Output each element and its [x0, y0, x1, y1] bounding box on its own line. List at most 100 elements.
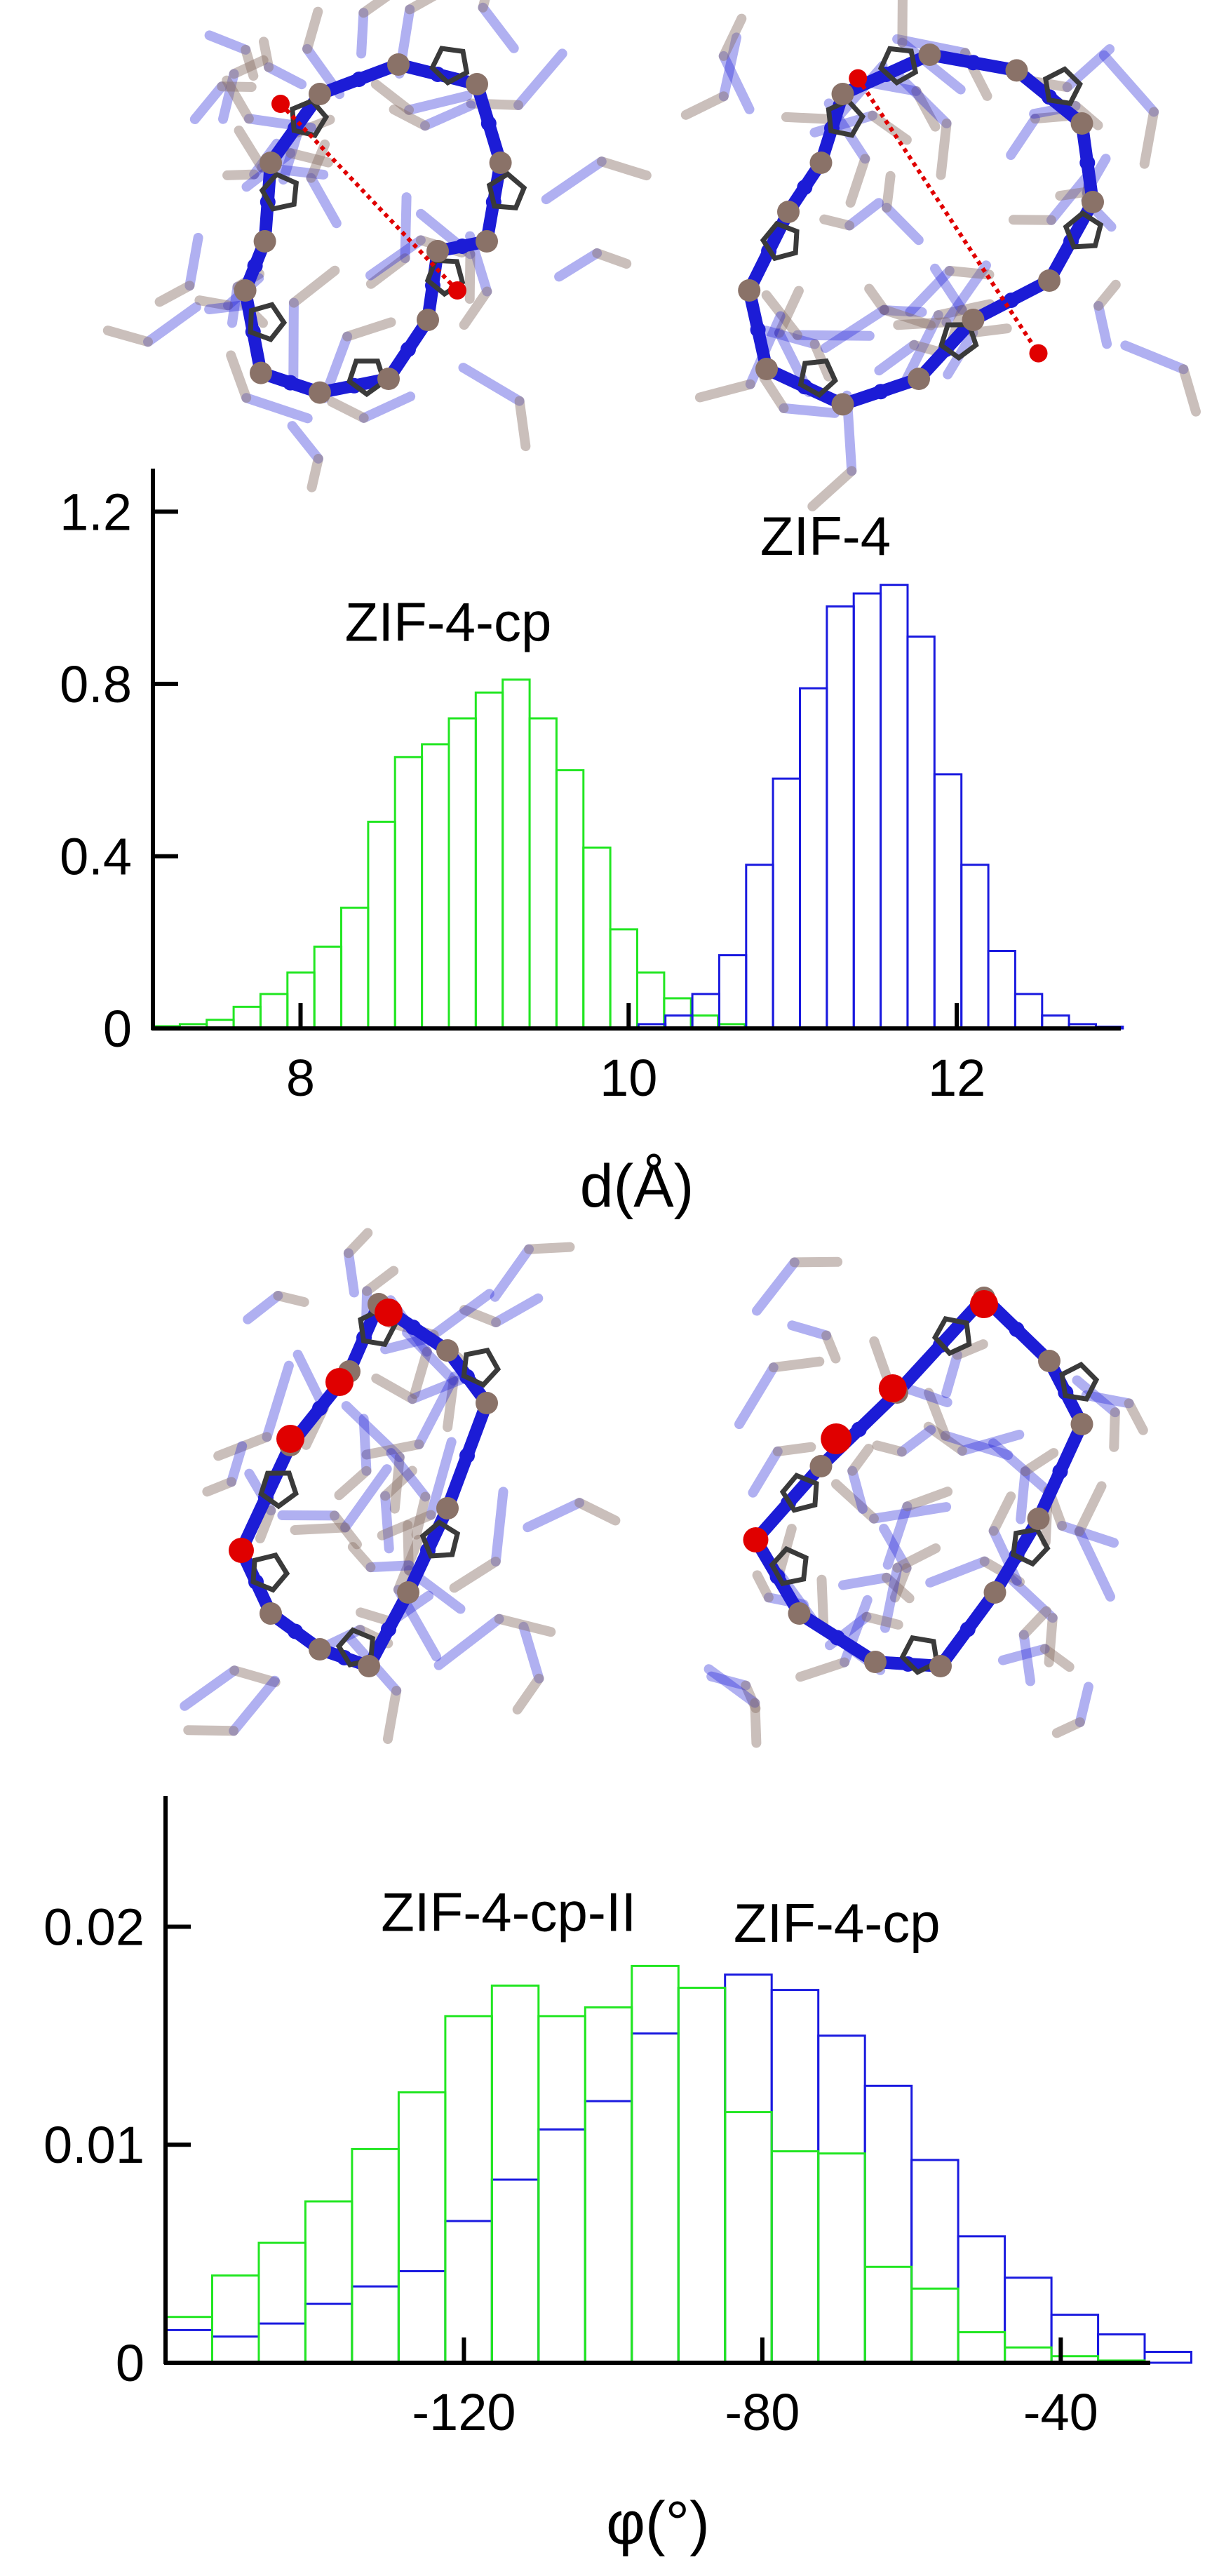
bar-zif-4-cp-ii-7: [490, 1984, 540, 2364]
bar-zif-4-cp-ii-10: [631, 1964, 680, 2364]
bar-zif-4-cp-ii-14: [817, 2152, 866, 2364]
bar-zif-4-cp-7: [490, 2178, 540, 2364]
ring-structure-top-left-image: [102, 0, 652, 492]
y-tick-label: 1.2: [60, 483, 132, 541]
bar-zif-4-10: [906, 635, 936, 1030]
bar-zif-4-cp-ii-9: [584, 2006, 633, 2364]
bar-zif-4-cp-ii-16: [910, 2287, 959, 2364]
bar-zif-4-cp-ii-15: [863, 2265, 913, 2364]
distance-histogram-ticks: 8 10 12 0 0.4 0.8 1.2: [60, 483, 985, 1107]
x-tick-label: -120: [412, 2383, 516, 2441]
x-tick-label: 12: [928, 1049, 985, 1107]
ring-structure-middle-right-image: [703, 1256, 1148, 1748]
zif-4-cp-annotation: ZIF-4-cp: [734, 1892, 941, 1954]
bar-zif-4-cp-12: [724, 1973, 773, 2364]
y-tick-label: 0.8: [60, 655, 132, 713]
bar-zif-4-cp-5: [397, 2270, 447, 2364]
bar-zif-4-cp-21: [1143, 2351, 1192, 2364]
bar-zif-4-cp-1: [211, 2335, 260, 2364]
zif-4-bars: [637, 584, 1124, 1030]
y-tick-label: 0: [116, 2334, 144, 2392]
bar-zif-4-cp-9: [584, 2100, 633, 2364]
bar-zif-4-cp-13: [770, 1989, 820, 2364]
bar-zif-4-cp-15: [555, 769, 585, 1030]
bar-zif-4-cp-ii-13: [770, 2150, 820, 2364]
bar-zif-4-3: [718, 954, 748, 1030]
bar-zif-4-cp-17: [957, 2235, 1006, 2364]
bar-zif-4-6: [799, 687, 828, 1030]
bar-zif-4-cp-10: [421, 743, 450, 1030]
bar-zif-4-5: [772, 777, 801, 1030]
angle-x-axis-label: φ(°): [606, 2490, 709, 2557]
angle-histogram-ticks: -120 -80 -40 0 0.01 0.02: [43, 1898, 1098, 2441]
bar-zif-4-cp-7: [340, 906, 370, 1030]
bar-zif-4-cp-20: [1097, 2333, 1146, 2364]
bar-zif-4-12: [960, 864, 990, 1030]
bar-zif-4-2: [691, 993, 720, 1030]
x-tick-label: -80: [725, 2383, 800, 2441]
bar-zif-4-cp-18: [1004, 2276, 1053, 2364]
ring-structure-top-right-image: [680, 0, 1201, 511]
bar-zif-4-cp-14: [817, 2034, 866, 2364]
bar-zif-4-cp-6: [444, 2220, 493, 2364]
bar-zif-4-cp-12: [474, 691, 504, 1030]
x-tick-label: 10: [600, 1049, 657, 1107]
bar-zif-4-cp-19: [663, 997, 692, 1030]
bar-zif-4-cp-ii-3: [304, 2200, 354, 2364]
bar-zif-4-cp-16: [910, 2159, 959, 2364]
y-tick-label: 0: [103, 1000, 132, 1058]
zif-4-annotation: ZIF-4: [760, 505, 891, 567]
bar-zif-4-cp-3: [232, 1005, 262, 1030]
bar-zif-4-cp-ii-5: [397, 2091, 447, 2364]
bar-zif-4-cp-13: [501, 678, 531, 1030]
bar-zif-4-cp-ii-18: [1004, 2346, 1053, 2364]
bar-zif-4-cp-ii-8: [537, 2015, 586, 2364]
bar-zif-4-cp-4: [259, 993, 289, 1030]
bar-zif-4-7: [826, 605, 855, 1030]
bar-zif-4-11: [933, 773, 963, 1030]
bar-zif-4-cp-10: [631, 2032, 680, 2364]
bar-zif-4-cp-8: [537, 2128, 586, 2364]
bar-zif-4-cp-16: [582, 846, 612, 1030]
y-tick-label: 0.4: [60, 827, 132, 885]
bar-zif-4-cp-8: [367, 820, 396, 1030]
bar-zif-4-cp-14: [528, 717, 558, 1030]
distance-histogram: 8 10 12 0 0.4 0.8 1.2 d(Å) ZIF-4-cp ZIF-4: [60, 469, 1124, 1220]
x-tick-label: 8: [286, 1049, 315, 1107]
x-tick-label: -40: [1023, 2383, 1098, 2441]
bar-zif-4-cp-0: [164, 2328, 213, 2364]
distance-histogram-axes: [151, 469, 1121, 1031]
bar-zif-4-4: [745, 864, 774, 1030]
bar-zif-4-cp-4: [351, 2285, 400, 2364]
bar-zif-4-cp-2: [257, 2322, 307, 2364]
bar-zif-4-14: [1014, 993, 1044, 1030]
bar-zif-4-cp-ii-0: [164, 2316, 213, 2364]
bar-zif-4-8: [852, 592, 882, 1030]
bar-zif-4-cp-ii-4: [351, 2147, 400, 2364]
bar-zif-4-cp-6: [313, 945, 343, 1030]
bar-zif-4-cp-ii-1: [211, 2274, 260, 2364]
bar-zif-4-9: [880, 584, 909, 1030]
bar-zif-4-cp-ii-11: [677, 1987, 727, 2364]
ring-structure-middle-left-image: [180, 1228, 621, 1744]
bar-zif-4-cp-18: [636, 971, 666, 1030]
angle-histogram-axes: [163, 1796, 1150, 2365]
distance-x-axis-label: d(Å): [580, 1153, 694, 1220]
bar-zif-4-13: [987, 950, 1016, 1030]
bar-zif-4-cp-9: [393, 756, 424, 1030]
bar-zif-4-cp-ii-17: [957, 2331, 1006, 2364]
zif-4-cp-annotation: ZIF-4-cp: [345, 591, 552, 653]
bar-zif-4-cp-17: [609, 928, 638, 1030]
bar-zif-4-cp-11: [677, 1987, 727, 2364]
angle-histogram: -120 -80 -40 0 0.01 0.02 φ(°) ZIF-4-cp-II ZIF…: [43, 1796, 1192, 2557]
y-tick-label: 0.02: [43, 1898, 144, 1956]
bar-zif-4-cp-ii-2: [257, 2241, 307, 2364]
bar-zif-4-cp-ii-6: [444, 2015, 493, 2364]
bar-zif-4-cp-11: [447, 717, 477, 1030]
bar-zif-4-cp-ii-12: [724, 2111, 773, 2364]
bar-zif-4-cp-3: [304, 2302, 354, 2364]
zif-4-cp-ii-annotation: ZIF-4-cp-II: [381, 1881, 636, 1943]
y-tick-label: 0.01: [43, 2116, 144, 2174]
bar-zif-4-cp-15: [863, 2084, 913, 2364]
